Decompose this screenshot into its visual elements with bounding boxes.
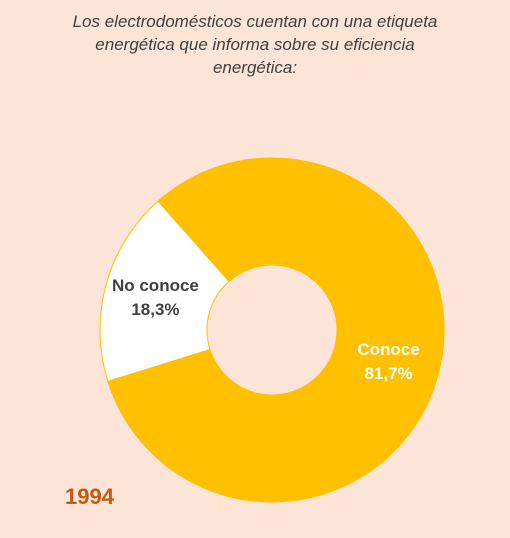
- annotation: 1994: [65, 484, 114, 509]
- label-category: Conoce: [357, 340, 420, 360]
- label-value: 18,3%: [131, 299, 180, 319]
- data-label: No conoce 18,3%: [110, 274, 200, 322]
- label-category: No conoce: [111, 275, 199, 295]
- slice: [107, 157, 445, 503]
- slice: [99, 200, 230, 383]
- chart-title: Los electrodomésticos cuentan con una et…: [72, 12, 438, 77]
- label-value: 81,7%: [364, 364, 413, 384]
- data-label: Conoce 81,7%: [344, 338, 434, 386]
